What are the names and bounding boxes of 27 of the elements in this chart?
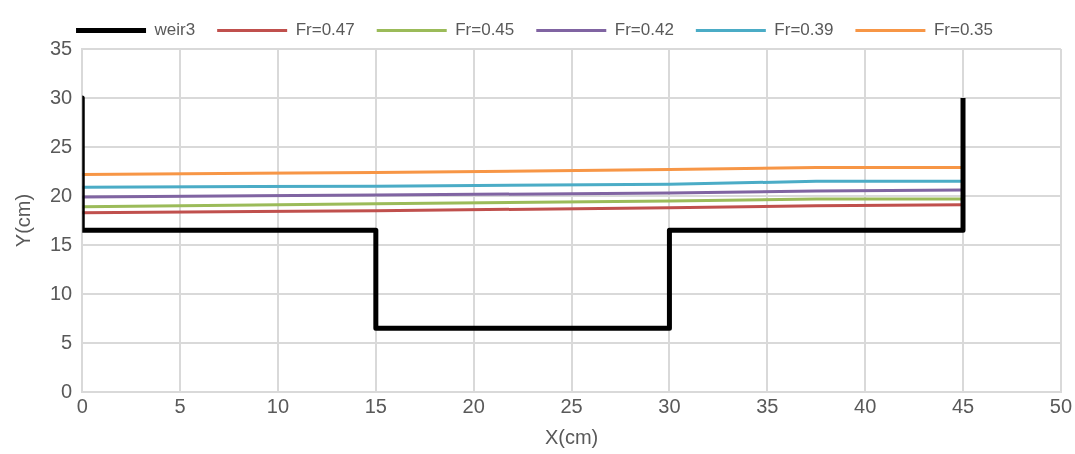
x-tick-label: 30 bbox=[658, 394, 681, 417]
legend-label: Fr=0.42 bbox=[614, 20, 674, 40]
y-tick-label: 0 bbox=[61, 379, 73, 402]
y-tick-label: 10 bbox=[50, 281, 73, 304]
legend-label: Fr=0.47 bbox=[295, 20, 355, 40]
y-tick-label: 30 bbox=[50, 85, 73, 108]
x-tick-label: 5 bbox=[174, 394, 186, 417]
x-tick-label: 45 bbox=[951, 394, 975, 417]
y-tick-label: 25 bbox=[50, 134, 73, 157]
x-tick-label: 50 bbox=[1049, 394, 1072, 417]
legend-label: Fr=0.45 bbox=[455, 20, 515, 40]
legend-label: Fr=0.39 bbox=[774, 20, 834, 40]
x-tick-label: 40 bbox=[854, 394, 877, 417]
legend-label: weir3 bbox=[153, 20, 196, 40]
x-tick-label: 35 bbox=[756, 394, 779, 417]
x-tick-label: 0 bbox=[76, 394, 88, 417]
y-tick-label: 5 bbox=[61, 330, 73, 353]
x-tick-label: 15 bbox=[364, 394, 387, 417]
x-tick-label: 25 bbox=[560, 394, 583, 417]
y-tick-label: 35 bbox=[50, 36, 73, 59]
y-tick-label: 20 bbox=[50, 183, 73, 206]
y-axis-title: Y(cm) bbox=[11, 193, 34, 248]
x-tick-label: 10 bbox=[266, 394, 290, 417]
y-tick-label: 15 bbox=[50, 232, 73, 255]
x-axis-title: X(cm) bbox=[544, 425, 599, 448]
x-tick-label: 20 bbox=[462, 394, 485, 417]
legend-label: Fr=0.35 bbox=[933, 20, 993, 40]
